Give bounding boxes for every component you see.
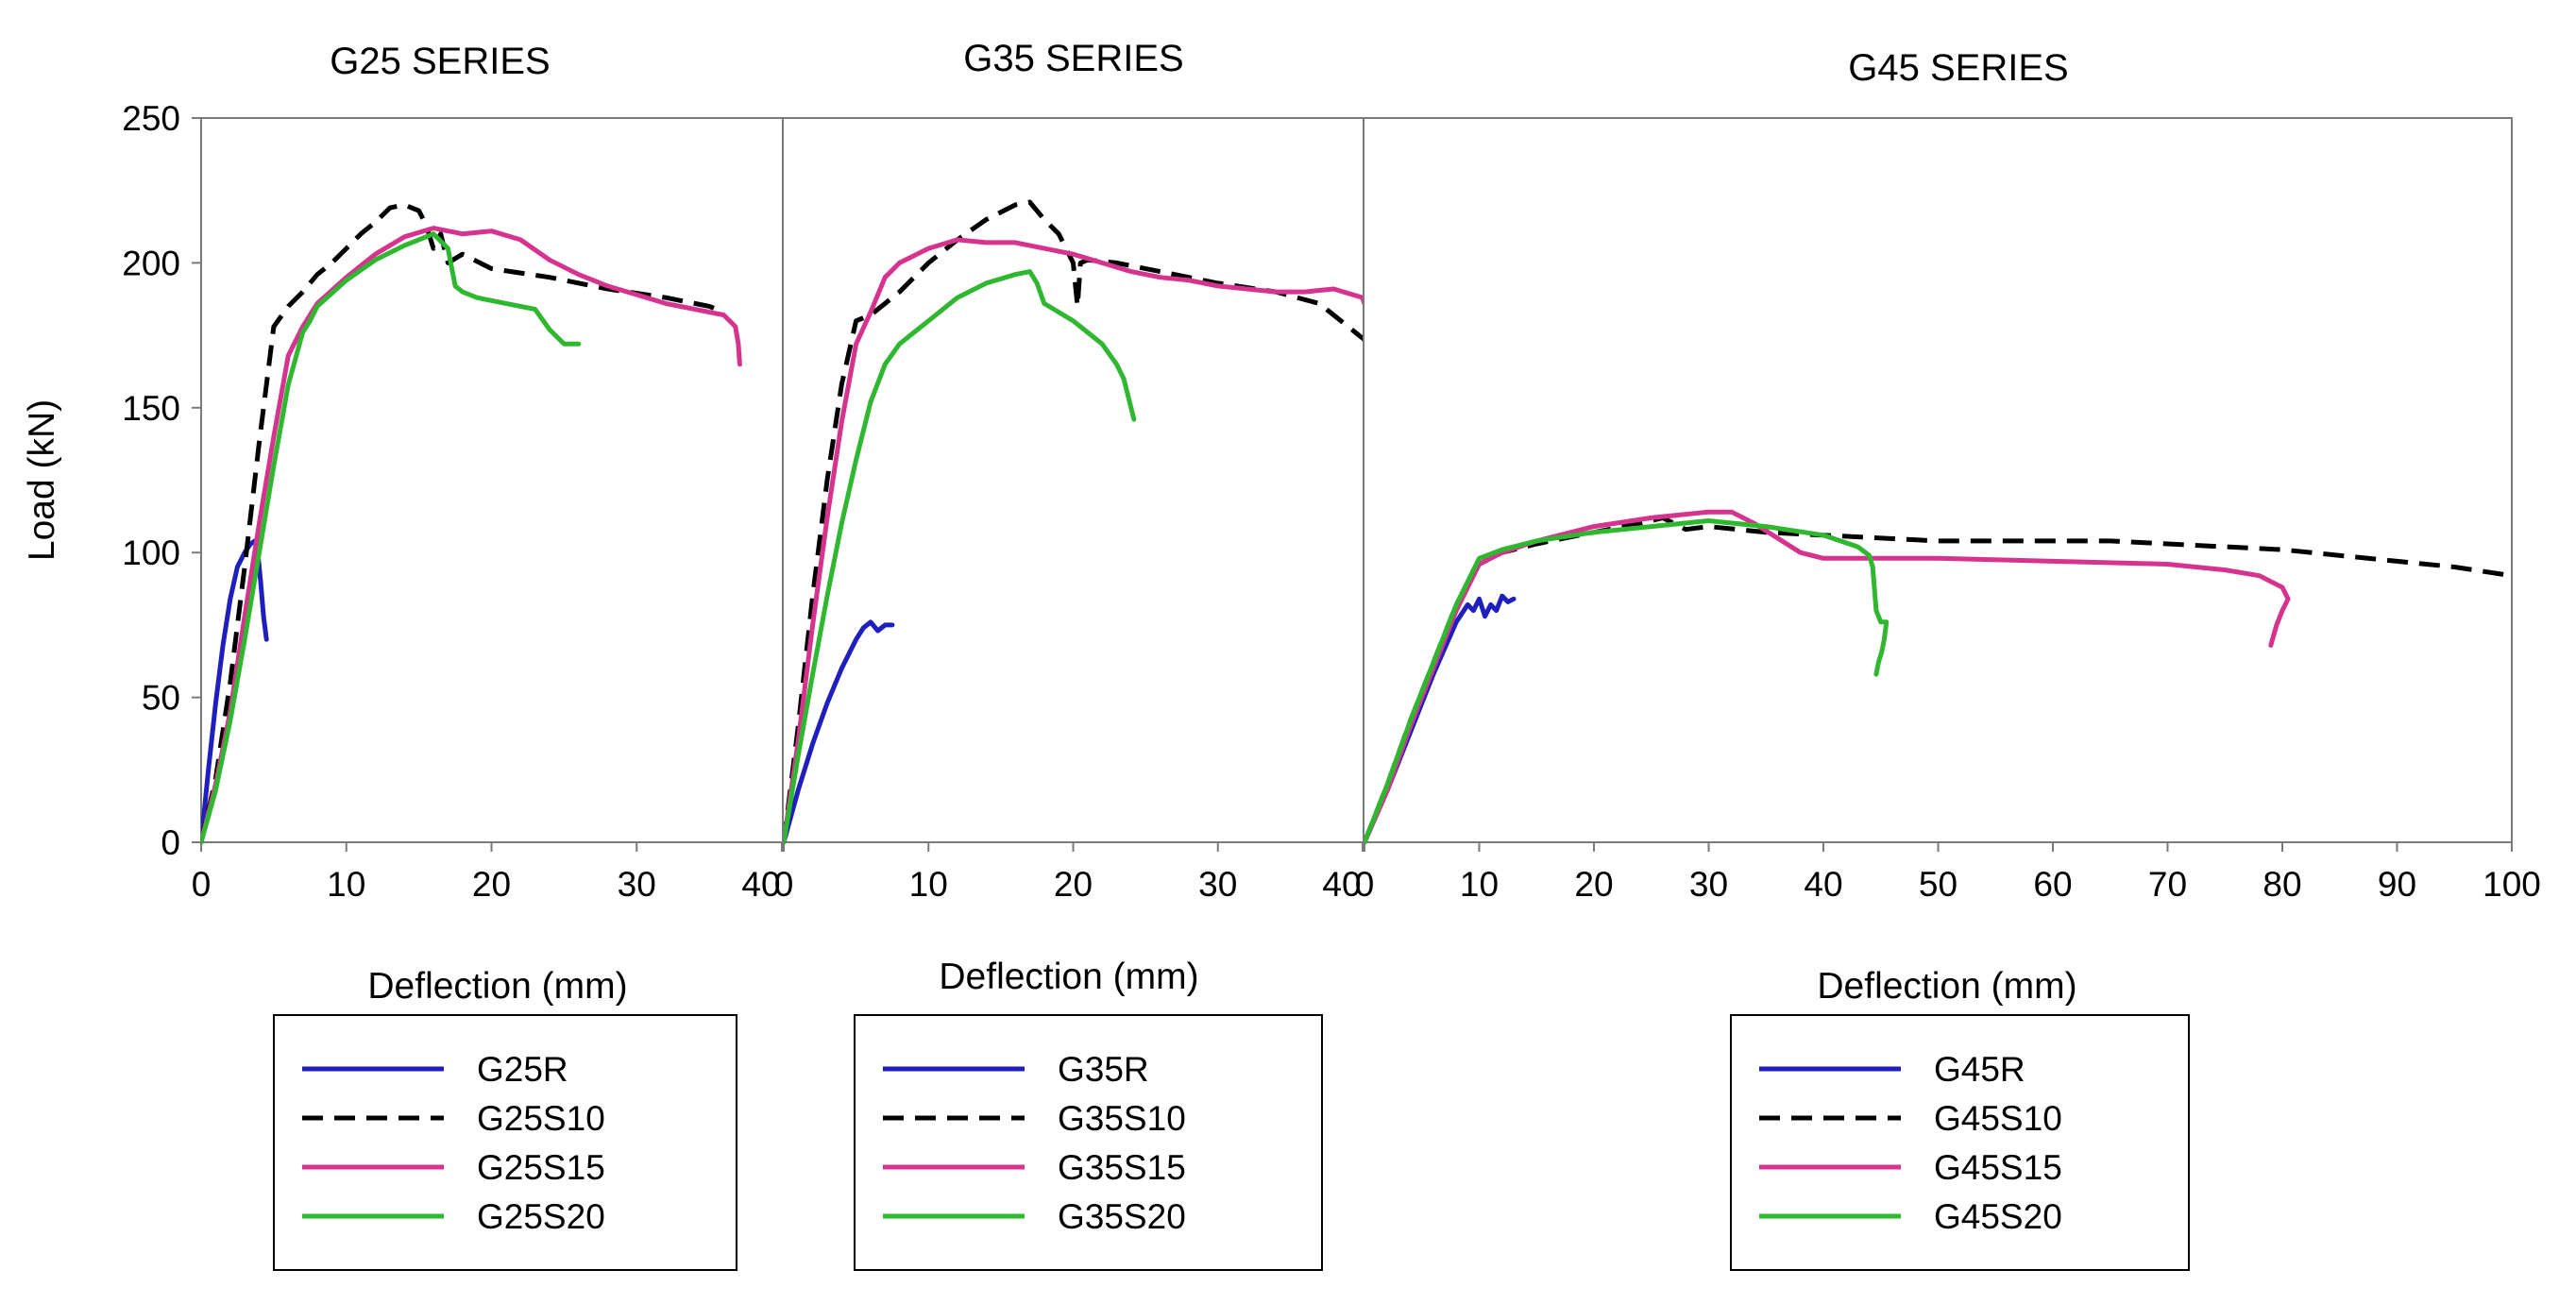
series-line-g25s20 [201,231,582,845]
x-axis-label: Deflection (mm) [939,957,1198,997]
series-line-g35r [784,619,895,845]
legend-label: G45S20 [1934,1197,2062,1236]
legend-label: G45S15 [1934,1148,2062,1187]
panel-title: G35 SERIES [963,38,1183,79]
legend-label: G45S10 [1934,1099,2062,1138]
legend-label: G35S15 [1058,1148,1186,1187]
x-tick-label: 80 [2262,865,2301,904]
legend-label: G25R [477,1050,568,1089]
x-tick-label: 10 [909,865,948,904]
legend-label: G35R [1058,1050,1149,1089]
x-tick-label: 60 [2033,865,2072,904]
x-tick-label: 0 [192,865,212,904]
legend-box [1730,1014,2190,1271]
x-tick-label: 90 [2378,865,2416,904]
y-tick-label: 250 [122,99,180,138]
y-tick-label: 200 [122,244,180,282]
x-tick-label: 30 [1198,865,1237,904]
y-tick-label: 100 [122,533,180,572]
series-line-g25s10 [201,202,725,843]
panel-title: G25 SERIES [330,41,550,82]
x-tick-label: 30 [1689,865,1728,904]
x-tick-label: 0 [1355,865,1375,904]
y-tick-label: 0 [161,823,180,862]
x-tick-label: 100 [2483,865,2541,904]
x-tick-label: 40 [1804,865,1842,904]
x-tick-label: 50 [1919,865,1957,904]
x-tick-label: 10 [1460,865,1499,904]
series-line-g45s15 [1364,509,2291,845]
series-line-g45s20 [1364,518,1890,845]
plot-frame [200,117,2513,843]
series-line-g35s10 [784,199,1363,843]
legend-label: G45R [1934,1050,2025,1089]
panel-title: G45 SERIES [1848,47,2068,89]
x-tick-label: 10 [327,865,365,904]
x-tick-label: 0 [774,865,794,904]
series-line-g45s10 [1364,515,2512,843]
y-tick-label: 150 [122,389,180,428]
x-tick-label: 30 [618,865,656,904]
legend-label: G35S10 [1058,1099,1186,1138]
x-tick-label: 20 [1054,865,1093,904]
legend-box [854,1014,1323,1271]
x-tick-label: 40 [741,865,780,904]
x-axis-label: Deflection (mm) [1817,966,2076,1007]
x-tick-label: 20 [1574,865,1613,904]
legend-label: G35S20 [1058,1197,1186,1236]
series-line-g25s15 [201,226,742,845]
y-tick-label: 50 [142,679,180,718]
x-tick-label: 40 [1322,865,1361,904]
legend-label: G25S20 [477,1197,605,1236]
legend-layer: G25R G25S10 G25S15 G25S20 G35R G35S10 G35S15 G3… [273,1014,2190,1271]
series-line-g45r [1364,593,1517,845]
series-line-g35s15 [784,237,1363,845]
series-line-g35s20 [784,269,1137,845]
legend-box [273,1014,737,1271]
legend-label: G25S15 [477,1148,605,1187]
x-tick-label: 20 [472,865,511,904]
legend-label: G25S10 [477,1099,605,1138]
y-axis-label: Load (kN) [22,399,62,561]
x-axis-label: Deflection (mm) [367,966,627,1007]
x-tick-label: 70 [2148,865,2187,904]
axes-layer [192,117,2513,852]
series-layer [201,199,2512,845]
